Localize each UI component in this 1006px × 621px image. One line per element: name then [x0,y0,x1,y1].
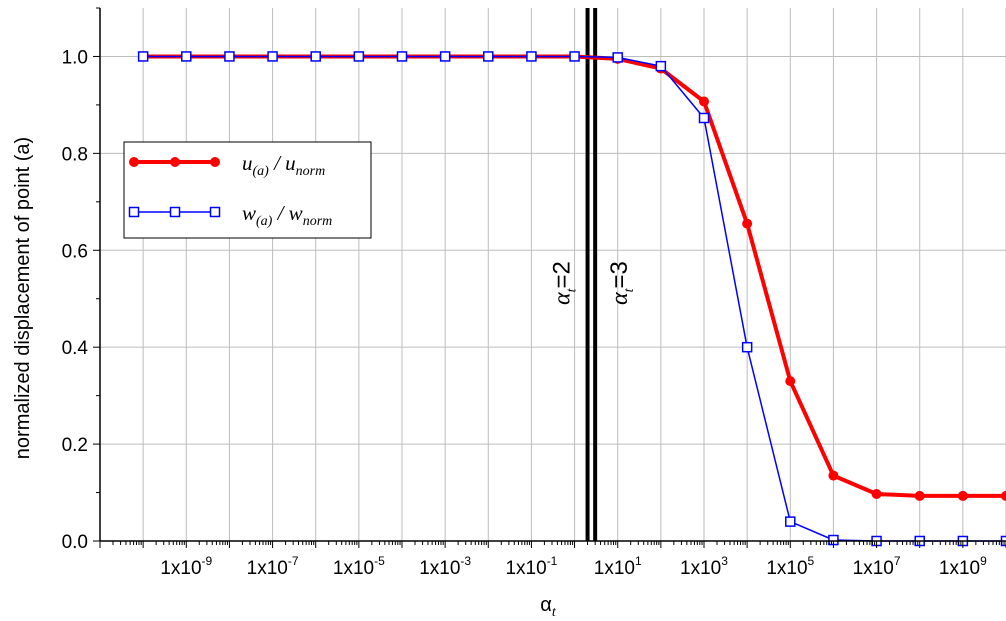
legend-marker-w [128,206,140,218]
data-point [137,51,149,62]
data-point [828,470,839,481]
y-tick-label: 0.8 [62,144,88,165]
y-tick-label: 0.0 [62,532,88,553]
x-tick-label: 1x101 [594,554,642,579]
vertical-reference-lines: αt=2 αt=3 [549,8,637,541]
legend-marker-u [210,157,220,167]
y-tick-label: 0.6 [62,241,88,262]
data-point [785,376,796,387]
data-point [310,51,321,62]
data-point [699,96,709,107]
data-point [1001,490,1006,501]
data-point [785,516,796,527]
data-point [224,51,235,62]
legend-marker-w [169,206,181,218]
x-tick-label: 1x10-3 [419,554,471,579]
data-point [353,51,365,62]
data-point [741,341,753,353]
data-point [267,51,278,62]
tick-labels: 1x10-9 1x10-7 1x10-5 1x10-3 1x10-1 1x101 1x103… [62,47,988,579]
x-tick-label: 1x10-5 [333,554,385,579]
y-tick-label: 0.4 [62,338,89,359]
vertical-line-label: αt=2 [549,261,580,305]
data-point [569,51,580,62]
legend-marker-w [209,206,221,218]
y-axis-title: normalized displacement of point (a) [12,137,34,459]
legend-box [123,141,372,239]
x-tick-label: 1x10-9 [160,554,212,579]
x-tick-label: 1x107 [853,554,901,579]
data-series [137,51,1006,547]
data-point [698,112,710,124]
legend: u(a) / unorm w(a) / wnorm [123,141,372,239]
data-point [612,52,623,63]
x-axis-title: αt [540,594,557,620]
legend-marker-u [170,157,180,167]
data-point [526,51,537,62]
legend-label-w: w(a) / wnorm [242,201,332,229]
y-tick-label: 0.2 [62,435,88,456]
data-point [396,51,408,62]
data-point [483,51,494,62]
data-point [655,60,667,72]
x-tick-label: 1x10-7 [247,554,299,579]
data-point [181,51,192,62]
data-point [439,51,451,62]
x-tick-label: 1x105 [766,554,814,579]
legend-label-u: u(a) / unorm [242,151,325,179]
y-tick-label: 1.0 [62,47,88,68]
data-point [957,490,968,501]
x-tick-label: 1x103 [680,554,728,579]
x-tick-label: 1x109 [939,554,987,579]
data-point [742,218,753,229]
data-point [871,488,882,499]
vertical-line-label: αt=3 [606,261,637,305]
legend-marker-u [129,157,139,167]
x-tick-label: 1x10-1 [505,554,557,579]
data-point [914,490,925,501]
axes [93,7,1006,548]
